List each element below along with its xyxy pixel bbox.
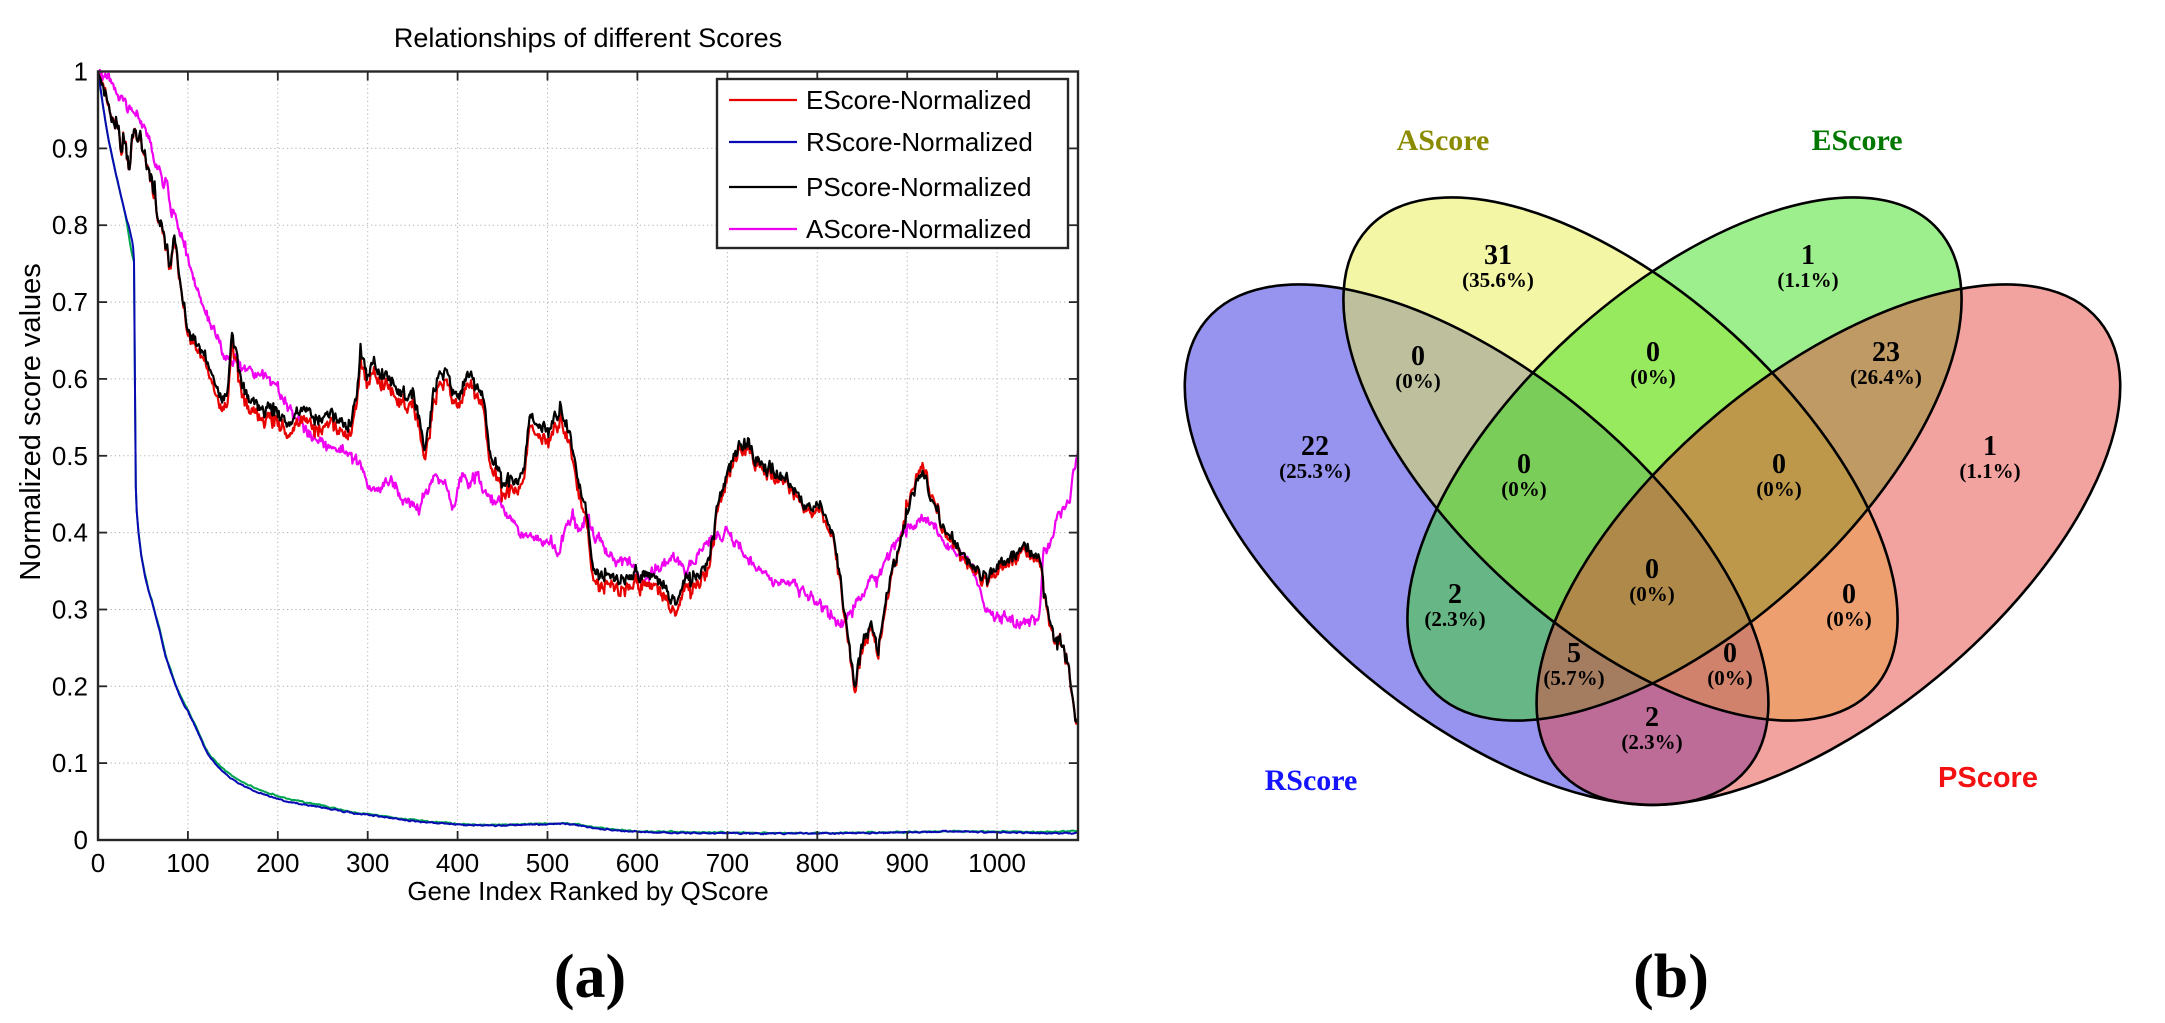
svg-text:Gene Index Ranked by QScore: Gene Index Ranked by QScore [407,876,768,906]
svg-text:0.3: 0.3 [52,595,88,625]
svg-text:100: 100 [166,848,209,878]
svg-text:(2.3%): (2.3%) [1424,607,1485,631]
svg-text:700: 700 [706,848,749,878]
svg-text:300: 300 [346,848,389,878]
svg-text:600: 600 [616,848,659,878]
svg-text:AScore: AScore [1397,124,1490,157]
svg-text:1: 1 [1983,431,1997,462]
svg-text:PScore: PScore [1938,762,2038,794]
svg-text:Relationships of different Sco: Relationships of different Scores [394,23,782,53]
svg-text:(0%): (0%) [1707,666,1753,690]
svg-text:RScore-Normalized: RScore-Normalized [806,127,1033,157]
svg-text:RScore: RScore [1265,764,1358,797]
svg-text:1: 1 [1801,240,1815,271]
svg-text:200: 200 [256,848,299,878]
svg-text:0.4: 0.4 [52,518,88,548]
svg-text:(26.4%): (26.4%) [1850,365,1922,389]
svg-text:AScore-Normalized: AScore-Normalized [806,214,1031,244]
svg-text:5: 5 [1567,638,1581,669]
svg-text:400: 400 [436,848,479,878]
svg-text:(1.1%): (1.1%) [1777,268,1838,292]
svg-text:(0%): (0%) [1756,477,1802,501]
svg-text:(25.3%): (25.3%) [1279,459,1351,483]
svg-text:0: 0 [1645,554,1659,585]
svg-text:(0%): (0%) [1395,369,1441,393]
svg-text:0: 0 [1772,449,1786,480]
svg-text:0.9: 0.9 [52,133,88,163]
svg-text:0: 0 [74,825,88,855]
svg-text:900: 900 [886,848,929,878]
svg-text:22: 22 [1301,431,1329,462]
svg-text:(0%): (0%) [1501,477,1547,501]
svg-text:0: 0 [1842,579,1856,610]
svg-text:31: 31 [1484,240,1512,271]
svg-text:0: 0 [1411,341,1425,372]
svg-text:0.1: 0.1 [52,748,88,778]
svg-text:0.7: 0.7 [52,287,88,317]
svg-text:(1.1%): (1.1%) [1959,459,2020,483]
svg-text:2: 2 [1448,579,1462,610]
svg-text:(2.3%): (2.3%) [1621,730,1682,754]
svg-text:1000: 1000 [968,848,1026,878]
svg-text:0.2: 0.2 [52,671,88,701]
svg-text:Normalized score values: Normalized score values [15,263,47,581]
svg-text:(5.7%): (5.7%) [1543,666,1604,690]
svg-text:2: 2 [1645,702,1659,733]
svg-text:500: 500 [526,848,569,878]
svg-text:(0%): (0%) [1630,365,1676,389]
svg-text:(0%): (0%) [1629,582,1675,606]
svg-text:1: 1 [74,57,88,87]
svg-text:PScore-Normalized: PScore-Normalized [806,172,1031,202]
svg-text:0: 0 [91,848,105,878]
svg-text:(0%): (0%) [1826,607,1872,631]
svg-text:0: 0 [1723,638,1737,669]
svg-text:800: 800 [796,848,839,878]
svg-text:0.6: 0.6 [52,364,88,394]
svg-text:(a): (a) [554,943,626,1011]
svg-text:0.5: 0.5 [52,441,88,471]
svg-text:EScore: EScore [1811,124,1902,157]
svg-text:0: 0 [1517,449,1531,480]
svg-text:23: 23 [1872,337,1900,368]
svg-text:(b): (b) [1633,943,1709,1011]
svg-text:0: 0 [1646,337,1660,368]
svg-text:EScore-Normalized: EScore-Normalized [806,85,1031,115]
svg-text:0.8: 0.8 [52,210,88,240]
svg-text:(35.6%): (35.6%) [1462,268,1534,292]
